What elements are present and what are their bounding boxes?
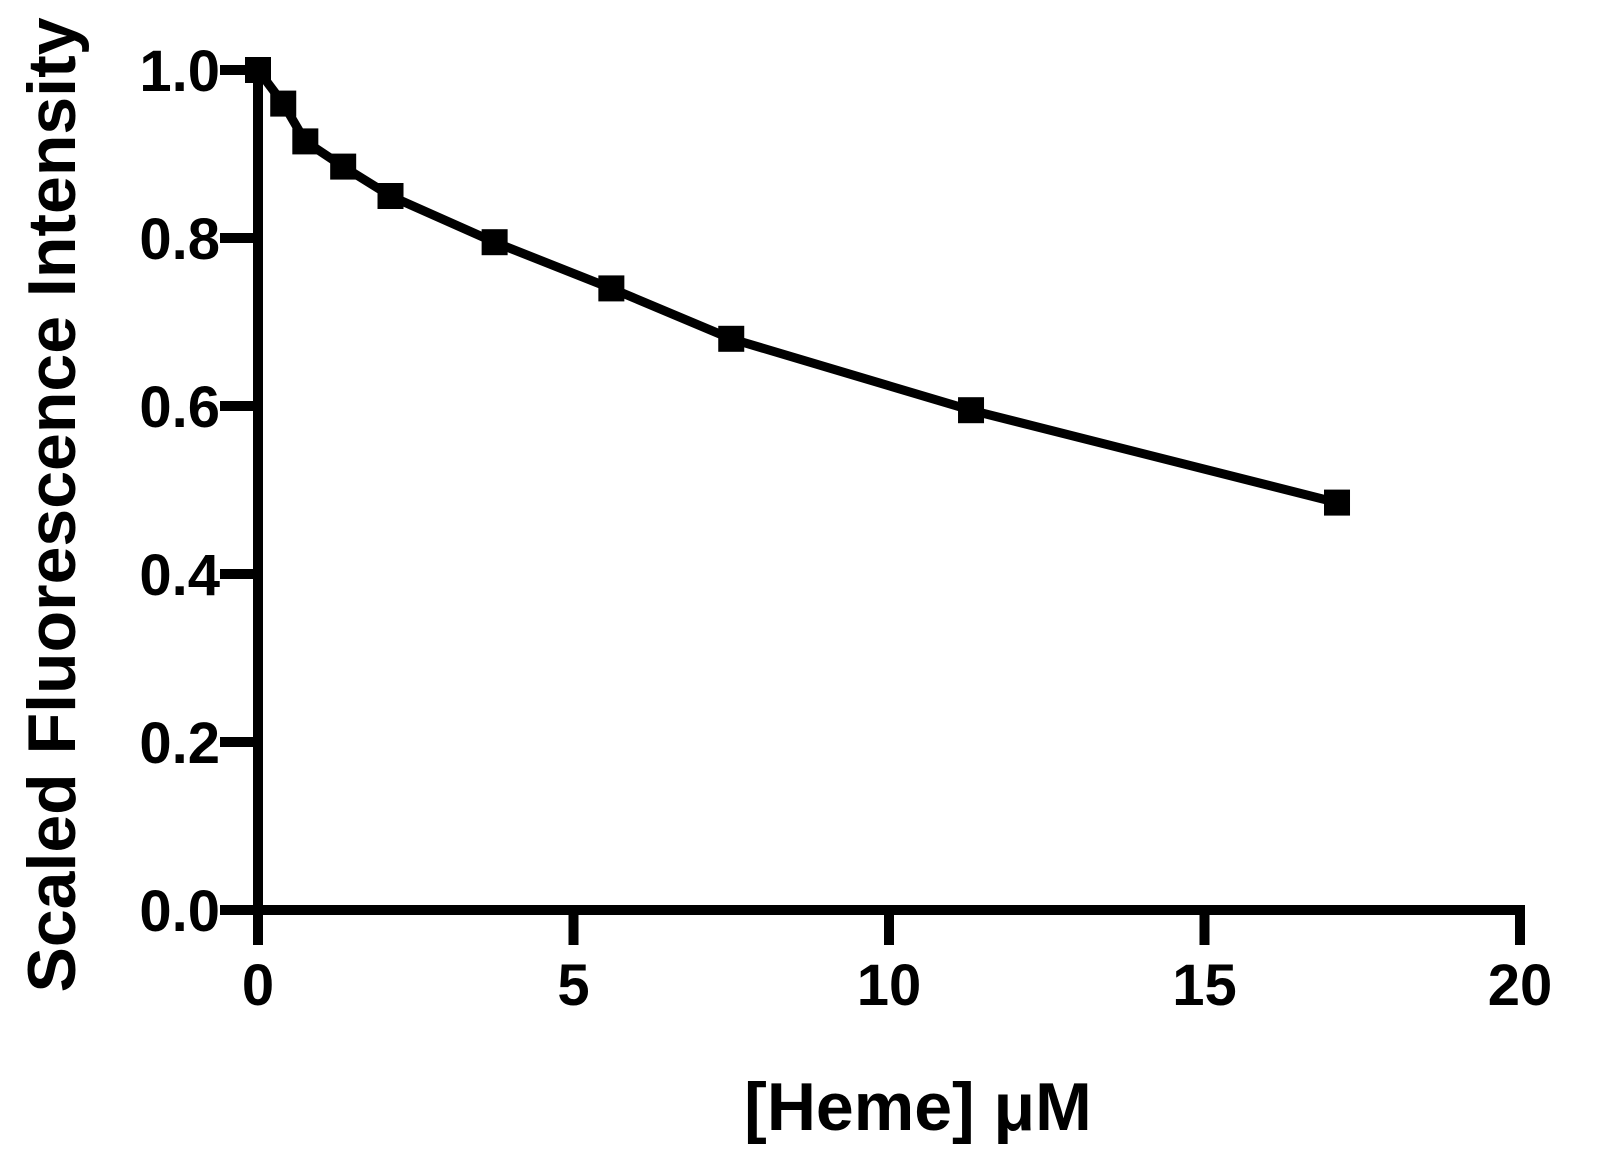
- y-tick-label: 0.2: [139, 711, 220, 776]
- data-point-marker: [245, 57, 271, 83]
- series: [245, 57, 1351, 516]
- x-tick-label: 15: [1172, 953, 1237, 1018]
- series-line: [254, 67, 1339, 507]
- y-tick-label: 0.4: [139, 543, 220, 608]
- y-tick-label: 0.8: [139, 207, 220, 272]
- y-tick-label: 0.6: [139, 375, 220, 440]
- x-axis-title: [Heme] μM: [744, 1069, 1092, 1145]
- axes: [253, 62, 1525, 915]
- data-point-marker: [598, 275, 625, 302]
- x-tick-label: 20: [1488, 953, 1553, 1018]
- data-point-marker: [377, 183, 404, 209]
- x-tick-label: 5: [557, 953, 589, 1018]
- x-tick-label: 10: [857, 953, 922, 1018]
- x-tick-label: 0: [242, 953, 274, 1018]
- data-point-marker: [292, 128, 319, 155]
- y-tick-label: 1.0: [139, 39, 220, 104]
- data-point-marker: [481, 229, 508, 256]
- data-point-marker: [958, 397, 985, 424]
- y-tick-label: 0.0: [139, 879, 220, 944]
- tick-labels: 0.0 0.2 0.4 0.6 0.8 1.0 0 5 10 15 20: [139, 39, 1552, 1018]
- data-point-marker: [1324, 489, 1351, 516]
- data-point-marker: [330, 153, 357, 180]
- ticks: [220, 65, 1525, 945]
- y-axis-title: Scaled Fluorescence Intensity: [14, 17, 90, 992]
- data-point-marker: [270, 90, 297, 117]
- data-point-marker: [718, 325, 745, 352]
